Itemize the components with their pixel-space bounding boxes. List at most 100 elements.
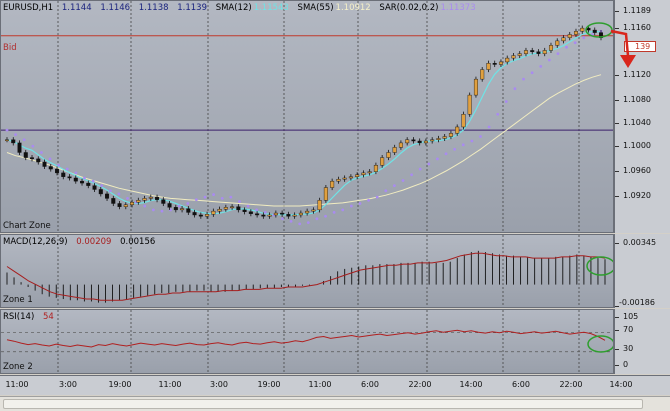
sar-dot (186, 202, 190, 205)
sma12-value: 1.11543 (253, 3, 289, 13)
candle-body (530, 50, 535, 52)
candle-body (505, 57, 510, 63)
price-chart-canvas[interactable] (1, 1, 614, 233)
sar-dot (40, 151, 43, 154)
symbol-label: EURUSD,H1 (3, 3, 54, 13)
sar-dot (48, 157, 52, 161)
macd-pane[interactable]: MACD(12,26,9) 0.00209 0.00156 Zone 1 (0, 234, 614, 308)
sar-dot (143, 204, 147, 208)
sar-dot (246, 204, 250, 208)
sar-dot (539, 64, 543, 68)
sar-dot (306, 221, 310, 225)
sar-dot (238, 200, 241, 203)
candle-body (486, 63, 491, 70)
candle-body (367, 171, 372, 174)
candle-body (273, 212, 278, 216)
candle-body (492, 63, 497, 65)
time-axis[interactable]: 11:00 3:00 19:00 11:00 3:00 19:00 11:00 … (0, 375, 670, 395)
candle-body (130, 202, 135, 205)
highlight-ellipse (587, 335, 613, 353)
time-tick: 6:00 (512, 380, 530, 389)
sar-dot (582, 36, 586, 40)
sar-dot (384, 189, 388, 193)
candle-body (223, 207, 228, 210)
candle-body (98, 189, 103, 195)
sar-dot (126, 196, 129, 200)
candle-body (330, 180, 335, 188)
candle-body (555, 40, 560, 46)
sar-dot (341, 208, 345, 212)
price-tick: 1.1080 (623, 95, 651, 104)
sma55-value: 1.10912 (335, 3, 371, 13)
highlight-ellipse (586, 256, 613, 276)
sar-dot (194, 198, 198, 202)
sar-dot (349, 204, 353, 208)
sar-dot (504, 100, 508, 103)
sma55-line (6, 74, 602, 207)
sar-dot (14, 133, 18, 137)
time-tick: 11:00 (308, 380, 332, 389)
ohlc-close: 1.1139 (177, 3, 207, 13)
candle-body (392, 147, 397, 153)
sar-dot (461, 143, 465, 147)
time-tick: 11:00 (5, 380, 29, 389)
candle-body (230, 206, 235, 208)
candle-body (180, 208, 185, 211)
candle-body (511, 55, 516, 59)
candle-body (348, 176, 353, 179)
time-tick: 19:00 (257, 380, 281, 389)
sar-dot (496, 112, 500, 116)
price-tick: 1.1040 (623, 118, 651, 127)
candle-body (261, 214, 266, 217)
macd-header: MACD(12,26,9) 0.00209 0.00156 (3, 237, 161, 247)
candle-body (423, 140, 428, 144)
candle-body (586, 27, 591, 31)
candle-body (173, 207, 178, 211)
candle-body (473, 78, 478, 96)
candle-body (198, 214, 203, 217)
candle-body (23, 152, 28, 158)
candle-body (80, 180, 85, 184)
candle-body (167, 203, 172, 208)
price-tick: 1.1189 (623, 6, 651, 15)
candle-body (417, 140, 422, 144)
candle-body (298, 212, 303, 216)
candle-body (155, 196, 160, 200)
candle-body (11, 139, 16, 144)
candle-body (105, 193, 110, 199)
sar-dot (358, 202, 362, 205)
bid-price-flag: 139 (624, 41, 656, 52)
price-tick: 1.0920 (623, 191, 651, 200)
macd-scale[interactable]: 0.00345 -0.00186 (614, 234, 670, 308)
candle-body (448, 133, 453, 137)
candle-body (4, 139, 9, 141)
scrollbar-thumb[interactable] (3, 399, 643, 409)
macd-tick: -0.00186 (619, 298, 655, 307)
candle-body (161, 199, 166, 204)
candle-body (411, 139, 416, 142)
sar-dot (436, 157, 439, 161)
price-tick: 1.1160 (623, 23, 651, 32)
candle-body (30, 157, 35, 160)
candle-body (398, 142, 403, 148)
price-scale[interactable]: 1.1189 1.1160 1.1120 1.1080 1.1040 1.100… (614, 0, 670, 233)
price-tick: 1.1120 (623, 70, 651, 79)
macd-title: MACD(12,26,9) (3, 237, 68, 247)
rsi-pane[interactable]: RSI(14) 54 Zone 2 (0, 309, 614, 374)
candle-body (148, 196, 153, 199)
candle-body (405, 139, 410, 144)
candle-body (280, 212, 285, 215)
sar-dot (83, 176, 86, 180)
time-tick: 22:00 (408, 380, 432, 389)
macd-canvas[interactable] (1, 235, 614, 308)
rsi-canvas[interactable] (1, 310, 614, 374)
sar-dot (530, 71, 534, 75)
sar-dot (427, 162, 431, 166)
sar-dot (212, 193, 216, 196)
macd-value: 0.00209 (76, 237, 112, 247)
rsi-scale[interactable]: 105 70 30 0 (614, 309, 670, 374)
horizontal-scrollbar[interactable] (0, 396, 670, 411)
price-chart-pane[interactable]: EURUSD,H1 1.1144 1.1146 1.1138 1.1139 SM… (0, 0, 614, 233)
sar-dot (31, 144, 35, 148)
time-tick: 3:00 (59, 380, 77, 389)
